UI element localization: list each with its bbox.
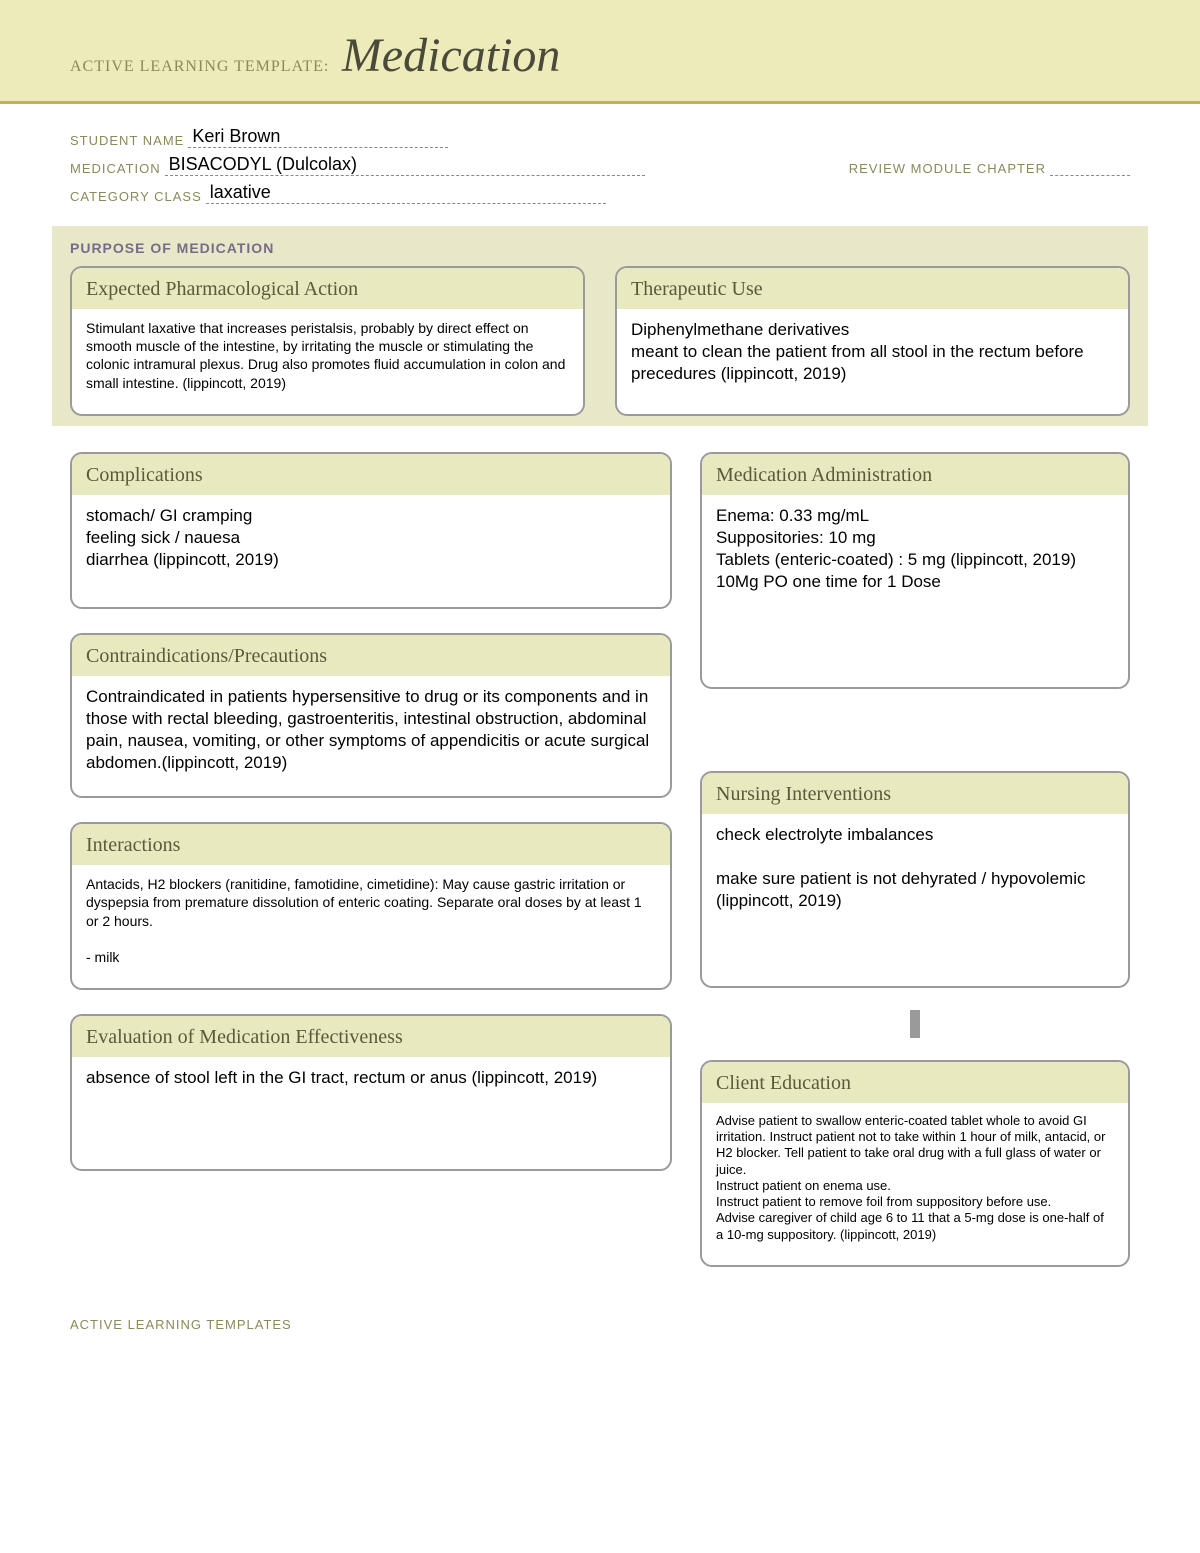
pharm-action-body: Stimulant laxative that increases perist…	[72, 311, 583, 414]
therapeutic-use-body: Diphenylmethane derivatives meant to cle…	[617, 311, 1128, 407]
purpose-title: PURPOSE OF MEDICATION	[70, 240, 1130, 256]
therapeutic-use-title: Therapeutic Use	[617, 268, 1128, 311]
right-column: Medication Administration Enema: 0.33 mg…	[700, 452, 1130, 1267]
nursing-body: check electrolyte imbalances make sure p…	[702, 816, 1128, 986]
main-grid: Complications stomach/ GI cramping feeli…	[0, 426, 1200, 1307]
template-label: ACTIVE LEARNING TEMPLATE:	[70, 58, 329, 75]
evaluation-title: Evaluation of Medication Effectiveness	[72, 1016, 670, 1059]
administration-body: Enema: 0.33 mg/mL Suppositories: 10 mg T…	[702, 497, 1128, 687]
nursing-card: Nursing Interventions check electrolyte …	[700, 771, 1130, 988]
category-row: CATEGORY CLASS laxative	[70, 182, 1130, 204]
purpose-section: PURPOSE OF MEDICATION Expected Pharmacol…	[52, 226, 1148, 426]
therapeutic-use-card: Therapeutic Use Diphenylmethane derivati…	[615, 266, 1130, 416]
meta-section: STUDENT NAME Keri Brown MEDICATION BISAC…	[0, 104, 1200, 218]
nursing-title: Nursing Interventions	[702, 773, 1128, 816]
connector	[700, 1012, 1130, 1036]
student-name-row: STUDENT NAME Keri Brown	[70, 126, 1130, 148]
interactions-card: Interactions Antacids, H2 blockers (rani…	[70, 822, 672, 990]
page: ACTIVE LEARNING TEMPLATE: Medication STU…	[0, 0, 1200, 1372]
contraindications-title: Contraindications/Precautions	[72, 635, 670, 678]
evaluation-body: absence of stool left in the GI tract, r…	[72, 1059, 670, 1169]
left-column: Complications stomach/ GI cramping feeli…	[70, 452, 672, 1267]
complications-title: Complications	[72, 454, 670, 497]
medication-value: BISACODYL (Dulcolax)	[165, 154, 645, 176]
evaluation-card: Evaluation of Medication Effectiveness a…	[70, 1014, 672, 1171]
interactions-title: Interactions	[72, 824, 670, 867]
education-card: Client Education Advise patient to swall…	[700, 1060, 1130, 1267]
administration-title: Medication Administration	[702, 454, 1128, 497]
education-body: Advise patient to swallow enteric-coated…	[702, 1105, 1128, 1265]
education-title: Client Education	[702, 1062, 1128, 1105]
contraindications-card: Contraindications/Precautions Contraindi…	[70, 633, 672, 798]
student-name-value: Keri Brown	[188, 126, 448, 148]
medication-row: MEDICATION BISACODYL (Dulcolax) REVIEW M…	[70, 154, 1130, 176]
footer-text: ACTIVE LEARNING TEMPLATES	[0, 1307, 1200, 1372]
header-band: ACTIVE LEARNING TEMPLATE: Medication	[0, 0, 1200, 104]
student-name-label: STUDENT NAME	[70, 133, 184, 148]
category-value: laxative	[206, 182, 606, 204]
interactions-body: Antacids, H2 blockers (ranitidine, famot…	[72, 867, 670, 988]
administration-card: Medication Administration Enema: 0.33 mg…	[700, 452, 1130, 689]
complications-body: stomach/ GI cramping feeling sick / naue…	[72, 497, 670, 607]
review-label: REVIEW MODULE CHAPTER	[849, 161, 1046, 176]
contraindications-body: Contraindicated in patients hypersensiti…	[72, 678, 670, 796]
review-value	[1050, 160, 1130, 176]
template-title: Medication	[342, 29, 561, 82]
category-label: CATEGORY CLASS	[70, 189, 202, 204]
pharm-action-card: Expected Pharmacological Action Stimulan…	[70, 266, 585, 416]
medication-label: MEDICATION	[70, 161, 161, 176]
pharm-action-title: Expected Pharmacological Action	[72, 268, 583, 311]
complications-card: Complications stomach/ GI cramping feeli…	[70, 452, 672, 609]
